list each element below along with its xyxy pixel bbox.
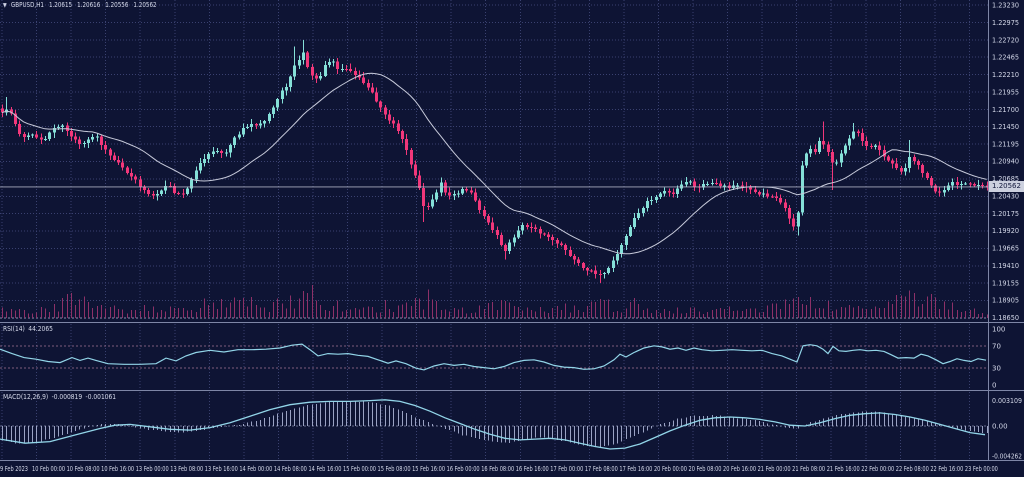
- time-axis-label: 14 Feb 00:00: [239, 465, 272, 473]
- candles-layer: [0, 39, 990, 284]
- price-axis-label: 1.20430: [992, 192, 1019, 200]
- time-axis-label: 9 Feb 2023: [0, 465, 28, 473]
- time-axis-label: 16 Feb 08:00: [481, 465, 514, 473]
- price-axis-label: 1.23230: [992, 2, 1019, 10]
- price-axis-label: 1.20940: [992, 158, 1019, 166]
- macd-axis: 0.003109 0.00 -0.004262: [992, 397, 1022, 460]
- price-axis-label: 1.21700: [992, 106, 1019, 114]
- price-axis-label: 1.20685: [992, 175, 1019, 183]
- rsi-axis-label: 70: [992, 342, 1001, 350]
- ohlc-high: 1.20616: [77, 1, 101, 9]
- rsi-axis-label: 30: [992, 365, 1001, 373]
- rsi-line: [0, 343, 987, 371]
- price-axis-label: 1.19920: [992, 227, 1019, 235]
- time-axis-label: 21 Feb 16:00: [827, 465, 860, 473]
- time-axis-label: 13 Feb 08:00: [170, 465, 203, 473]
- price-axis-label: 1.21450: [992, 123, 1019, 131]
- time-axis-label: 16 Feb 16:00: [516, 465, 549, 473]
- rsi-indicator-label: RSI(14) 44.2065: [3, 325, 53, 333]
- macd-value: -0.000819: [51, 393, 83, 401]
- ohlc-close: 1.20562: [133, 1, 157, 9]
- price-axis-label: 1.22210: [992, 71, 1019, 79]
- ohlc-low: 1.20556: [105, 1, 129, 9]
- price-axis-label: 1.21195: [992, 140, 1019, 148]
- time-axis-label: 10 Feb 00:00: [32, 465, 65, 473]
- rsi-axis-label: 100: [992, 326, 1005, 334]
- time-axis-label: 10 Feb 16:00: [101, 465, 134, 473]
- price-axis: 1.23230 1.22975 1.22720 1.22465 1.22210 1.219…: [992, 2, 1019, 322]
- time-axis-label: 16 Feb 00:00: [447, 465, 480, 473]
- rsi-axis-label: 0: [992, 382, 996, 390]
- rsi-axis: 100 70 30 0: [992, 326, 1005, 390]
- current-price-tag: 1.20562: [989, 181, 1024, 193]
- price-axis-label: 1.19665: [992, 245, 1019, 253]
- time-axis-label: 14 Feb 16:00: [308, 465, 341, 473]
- time-axis-label: 13 Feb 16:00: [205, 465, 238, 473]
- macd-axis-label: -0.004262: [992, 453, 1022, 461]
- macd-axis-label: 0.00: [992, 423, 1008, 431]
- time-axis-label: 17 Feb 16:00: [619, 465, 652, 473]
- ohlc-open: 1.20615: [48, 1, 73, 9]
- time-axis-label: 15 Feb 00:00: [343, 465, 376, 473]
- time-axis-label: 22 Feb 08:00: [896, 465, 929, 473]
- price-axis-label: 1.18650: [992, 314, 1019, 322]
- time-axis-label: 22 Feb 00:00: [861, 465, 894, 473]
- price-axis-label: 1.18905: [992, 296, 1019, 304]
- ma-line: [1, 72, 987, 255]
- rsi-value: 44.2065: [28, 325, 53, 333]
- price-axis-label: 1.21955: [992, 88, 1019, 96]
- time-axis-label: 10 Feb 08:00: [67, 465, 100, 473]
- time-axis: 9 Feb 2023 10 Feb 00:00 10 Feb 08:00 10 Feb…: [0, 465, 998, 473]
- price-axis-label: 1.22975: [992, 19, 1019, 27]
- symbol-timeframe: GBPUSD,H1: [10, 1, 44, 9]
- macd-axis-label: 0.003109: [992, 397, 1022, 405]
- pane-separators[interactable]: [0, 0, 1024, 461]
- macd-signal-value: -0.001061: [85, 393, 117, 401]
- price-axis-label: 1.20175: [992, 210, 1019, 218]
- chart-menu-icon[interactable]: ▼: [3, 2, 7, 9]
- volume-bars: [2, 285, 988, 318]
- time-axis-label: 20 Feb 00:00: [654, 465, 687, 473]
- chart-header: ▼ GBPUSD,H1 1.20615 1.20616 1.20556 1.20…: [3, 1, 157, 9]
- time-axis-label: 20 Feb 08:00: [689, 465, 722, 473]
- time-axis-label: 22 Feb 16:00: [930, 465, 963, 473]
- rsi-name: RSI(14): [3, 325, 25, 333]
- time-axis-label: 21 Feb 00:00: [758, 465, 791, 473]
- price-axis-label: 1.22720: [992, 36, 1019, 44]
- time-axis-label: 23 Feb 00:00: [965, 465, 998, 473]
- time-axis-label: 15 Feb 16:00: [412, 465, 445, 473]
- macd-name: MACD(12,26,9): [3, 393, 49, 401]
- time-axis-label: 14 Feb 08:00: [274, 465, 307, 473]
- price-axis-label: 1.19410: [992, 262, 1019, 270]
- time-axis-label: 17 Feb 08:00: [585, 465, 618, 473]
- price-axis-label: 1.19155: [992, 279, 1019, 287]
- macd-signal-line: [0, 399, 986, 450]
- time-axis-label: 21 Feb 08:00: [792, 465, 825, 473]
- macd-histogram: [2, 401, 988, 448]
- macd-indicator-label: MACD(12,26,9) -0.000819 -0.001061: [3, 393, 116, 401]
- time-axis-label: 15 Feb 08:00: [378, 465, 411, 473]
- time-axis-label: 13 Feb 00:00: [136, 465, 169, 473]
- price-axis-label: 1.22465: [992, 54, 1019, 62]
- time-axis-label: 17 Feb 00:00: [550, 465, 583, 473]
- time-axis-label: 20 Feb 16:00: [723, 465, 756, 473]
